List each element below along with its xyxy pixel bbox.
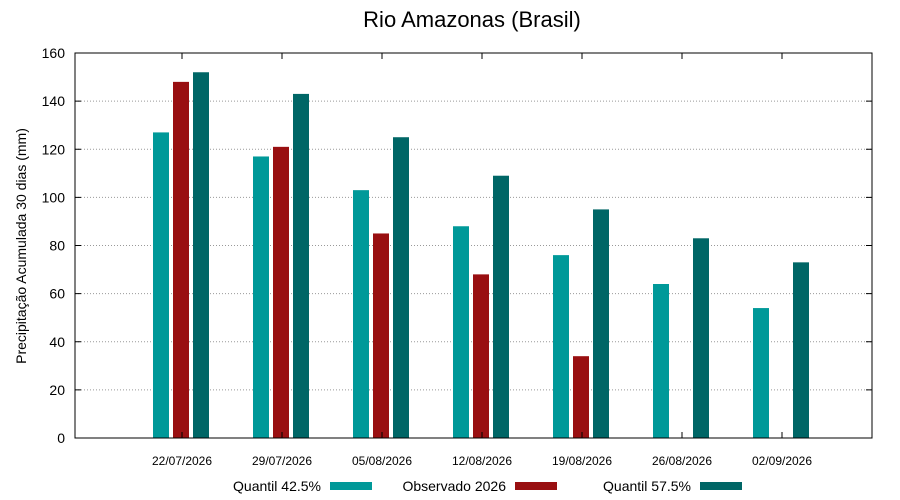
y-tick-label: 0	[57, 430, 65, 446]
y-tick-label: 40	[49, 334, 65, 350]
legend-label: Quantil 57.5%	[603, 478, 691, 494]
bar	[173, 81, 189, 438]
bar	[693, 238, 709, 438]
legend-swatch	[330, 482, 372, 490]
bar	[353, 190, 369, 438]
bar	[273, 146, 289, 438]
bars-layer	[153, 72, 809, 438]
chart-title: Rio Amazonas (Brasil)	[363, 7, 581, 32]
x-tick-label: 29/07/2026	[252, 454, 312, 468]
ticks-layer: 0 20 40 60 80 100 120 140 160 22/07/2026 29/07/202…	[42, 45, 872, 468]
x-tick-label: 22/07/2026	[152, 454, 212, 468]
y-tick-label: 100	[42, 189, 66, 205]
x-tick-label: 19/08/2026	[552, 454, 612, 468]
x-tick-label: 02/09/2026	[752, 454, 812, 468]
legend-label: Quantil 42.5%	[233, 478, 321, 494]
bar	[793, 262, 809, 438]
x-tick-label: 12/08/2026	[452, 454, 512, 468]
bar	[453, 226, 469, 438]
y-tick-label: 20	[49, 382, 65, 398]
bar	[373, 233, 389, 438]
y-tick-label: 60	[49, 286, 65, 302]
y-axis-label: Precipitação Acumulada 30 dias (mm)	[13, 128, 29, 364]
y-tick-label: 140	[42, 93, 66, 109]
bar	[293, 93, 309, 438]
bar	[653, 284, 669, 438]
bar	[253, 156, 269, 438]
bar	[393, 137, 409, 438]
bar	[493, 175, 509, 438]
bar	[753, 308, 769, 438]
bar	[193, 72, 209, 438]
y-tick-label: 120	[42, 141, 66, 157]
x-tick-label: 05/08/2026	[352, 454, 412, 468]
bar	[553, 255, 569, 438]
y-tick-label: 160	[42, 45, 66, 61]
bar	[593, 209, 609, 438]
legend-label: Observado 2026	[402, 478, 506, 494]
bar	[573, 356, 589, 438]
legend-swatch	[515, 482, 557, 490]
legend-swatch	[700, 482, 742, 490]
y-tick-label: 80	[49, 238, 65, 254]
legend: Quantil 42.5% Observado 2026 Quantil 57.5%	[233, 478, 742, 494]
bar	[473, 274, 489, 438]
x-tick-label: 26/08/2026	[652, 454, 712, 468]
bar	[153, 132, 169, 438]
